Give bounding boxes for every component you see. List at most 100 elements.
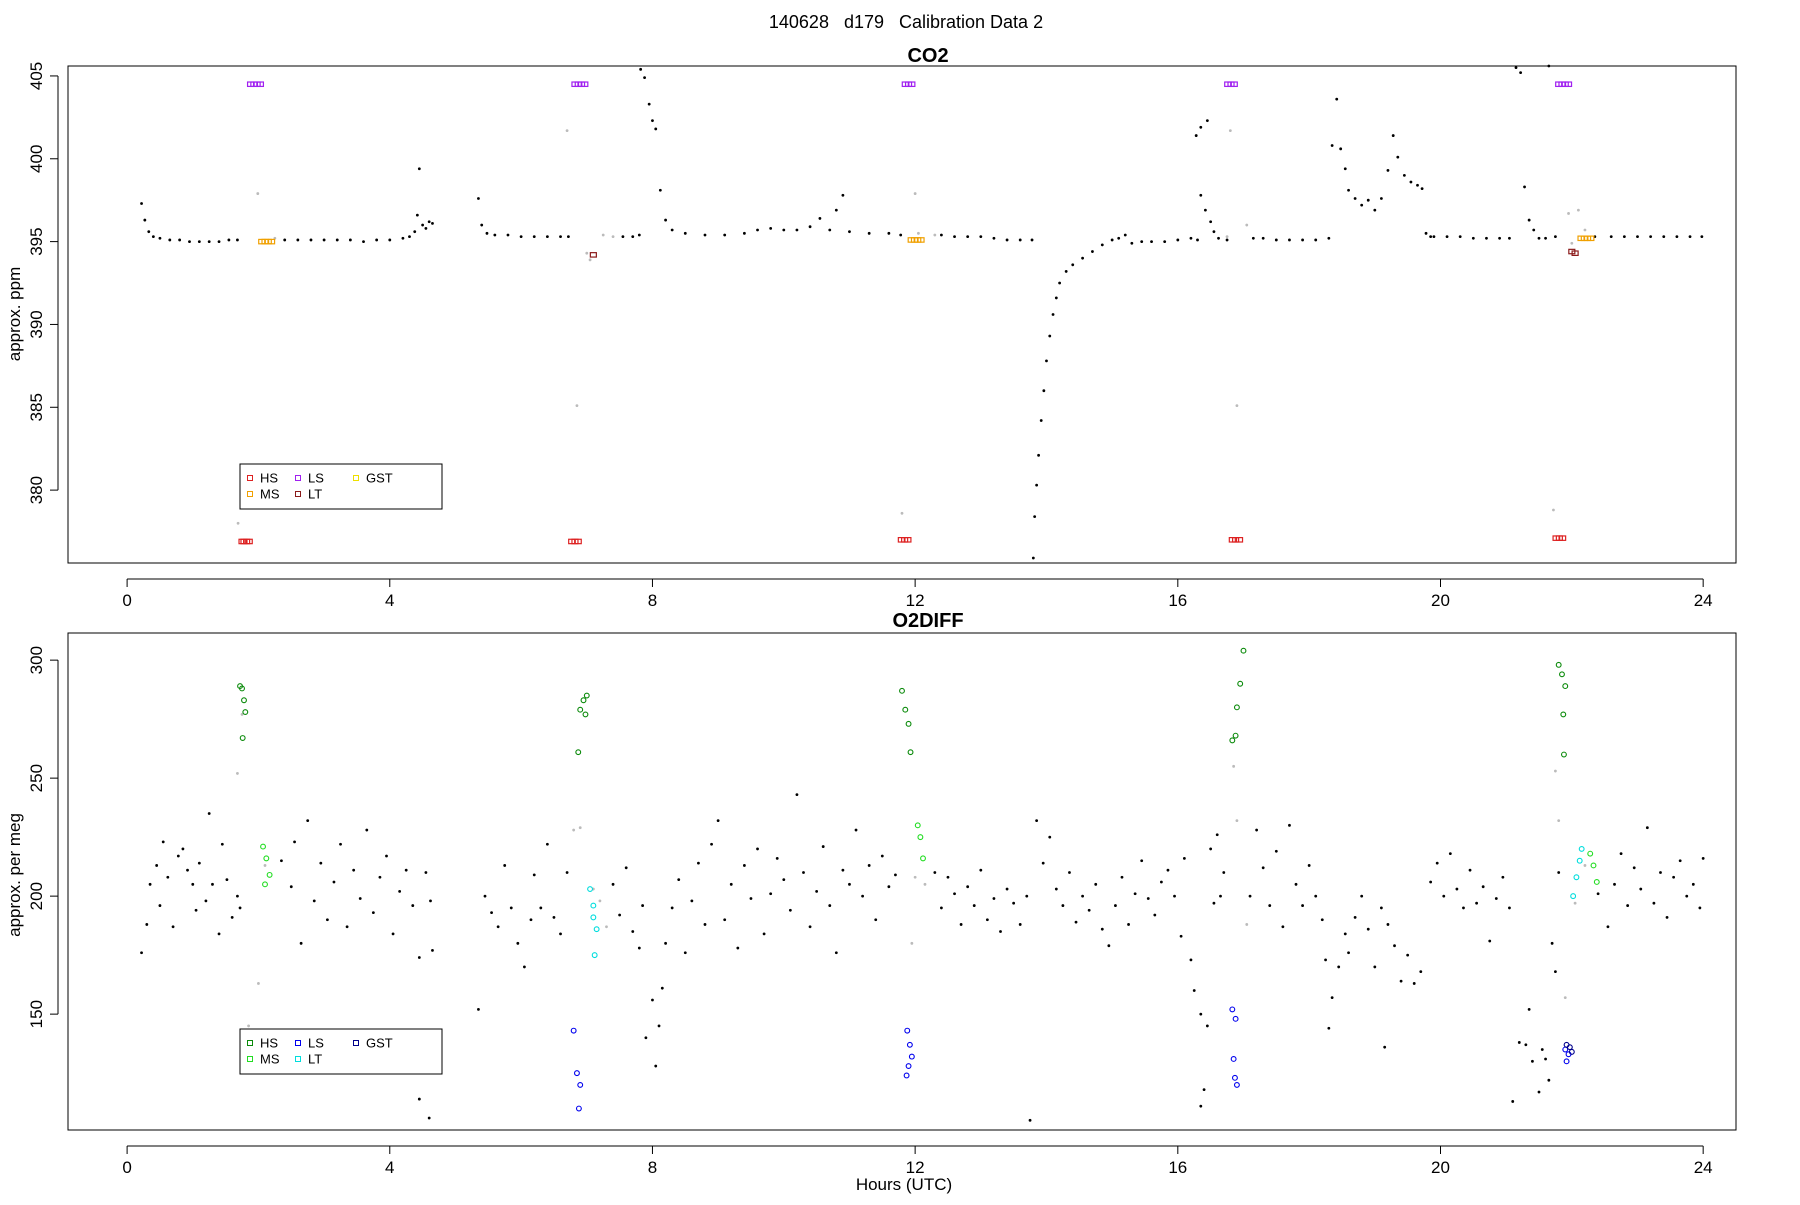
o2diff-data-point [1133,892,1137,896]
o2diff-data-point [1406,953,1410,957]
o2diff-data-point [1429,880,1433,884]
o2diff-data-point [1554,769,1557,773]
co2-data-point [401,236,405,240]
o2diff-data-point [644,1036,648,1040]
o2diff-data-point [378,875,382,879]
o2diff-calibration-point [1555,661,1562,668]
o2diff-calibration-point [1576,857,1583,864]
co2-data-point [147,230,151,234]
o2diff-data-point [1442,894,1446,898]
co2-calibration-point [917,237,925,243]
o2diff-x-tick-label: 24 [1694,1158,1713,1177]
o2diff-data-point [312,899,316,903]
o2diff-calibration-point [575,1105,582,1112]
co2-x-tick-label: 8 [648,591,657,610]
o2diff-legend-box [239,1028,443,1075]
co2-data-point [1547,64,1551,68]
co2-data-point [1081,256,1084,260]
co2-data-point [979,235,983,239]
co2-calibration-point [574,538,582,545]
co2-calibration-point [908,81,916,88]
o2diff-legend-symbol [295,1056,301,1062]
co2-data-point [1194,134,1198,137]
o2diff-data-point [306,819,310,823]
co2-data-point [362,240,365,244]
co2-data-point [647,102,651,106]
o2diff-data-point [1232,764,1236,768]
o2diff-data-point [230,915,234,919]
o2diff-data-point [1274,849,1278,853]
o2diff-data-point [1248,894,1252,898]
o2diff-calibration-point [573,1070,580,1077]
o2diff-data-point [1320,918,1324,922]
co2-data-point [1445,235,1449,239]
co2-data-point [1429,235,1433,239]
o2diff-data-point [1074,920,1078,924]
co2-x-tick-label: 4 [385,591,394,610]
co2-data-point [227,238,231,242]
o2diff-data-point [158,904,162,907]
co2-data-point [421,223,425,227]
o2diff-calibration-point [1566,1044,1573,1051]
o2diff-legend-symbol [295,1040,301,1046]
o2diff-data-point [181,847,185,851]
o2diff-data-point [477,1008,480,1011]
o2diff-plot-frame [67,632,1737,1131]
co2-data-point [887,231,891,235]
co2-data-points [140,64,1704,560]
o2diff-title: O2DIFF [892,610,963,632]
co2-data-point [1228,129,1232,133]
co2-data-point [477,197,480,200]
o2diff-data-point [1488,939,1492,943]
o2diff-calibration-point [905,720,912,727]
o2diff-data-point [874,918,878,922]
o2diff-data-point [841,868,845,872]
o2diff-data-point [1261,866,1265,870]
co2-data-point [485,231,489,235]
co2-calibration-point [267,238,276,245]
o2diff-data-point [424,871,428,874]
o2diff-data-point [417,1097,421,1101]
co2-legend-box [239,463,443,510]
o2diff-data-point [1199,1104,1203,1108]
o2diff-data-point [1035,819,1039,823]
o2diff-data-point [1455,887,1459,891]
co2-data-point [408,235,411,239]
co2-data-point [1360,203,1364,207]
o2diff-data-point [683,951,687,955]
o2diff-data-point [1685,894,1689,898]
o2diff-calibration-point [570,1027,577,1034]
co2-data-point [1700,235,1704,239]
o2diff-calibration-point [1229,1006,1236,1013]
co2-data-point [1379,197,1383,200]
co2-data-point [1130,241,1134,245]
o2diff-legend-label: LT [308,1052,322,1067]
o2diff-data-point [545,842,549,846]
co2-data-point [683,231,687,235]
o2diff-data-point [398,890,402,893]
co2-data-point [1091,250,1094,253]
o2diff-data-point [404,868,408,872]
o2diff-data-point [1360,894,1364,898]
o2diff-data-point [1701,856,1705,860]
co2-data-point [867,231,871,235]
co2-data-point [795,228,799,232]
co2-data-point [631,235,635,239]
co2-calibration-point [1230,81,1238,88]
co2-data-point [1409,180,1413,184]
o2diff-legend-label: MS [260,1052,280,1067]
o2diff-data-point [572,828,576,832]
o2diff-data-point [1166,868,1170,872]
co2-data-point [1140,240,1144,244]
co2-data-point [601,233,605,237]
co2-data-point [1199,125,1203,129]
co2-legend-label: LT [308,487,322,502]
o2diff-data-point [703,923,707,926]
o2diff-axes: 0 4 8 12 16 20 24 150 200 250 300 [27,646,1713,1177]
o2diff-calibration-point [1237,680,1244,687]
o2diff-legend-symbol [247,1056,253,1062]
o2diff-data-point [523,965,526,969]
